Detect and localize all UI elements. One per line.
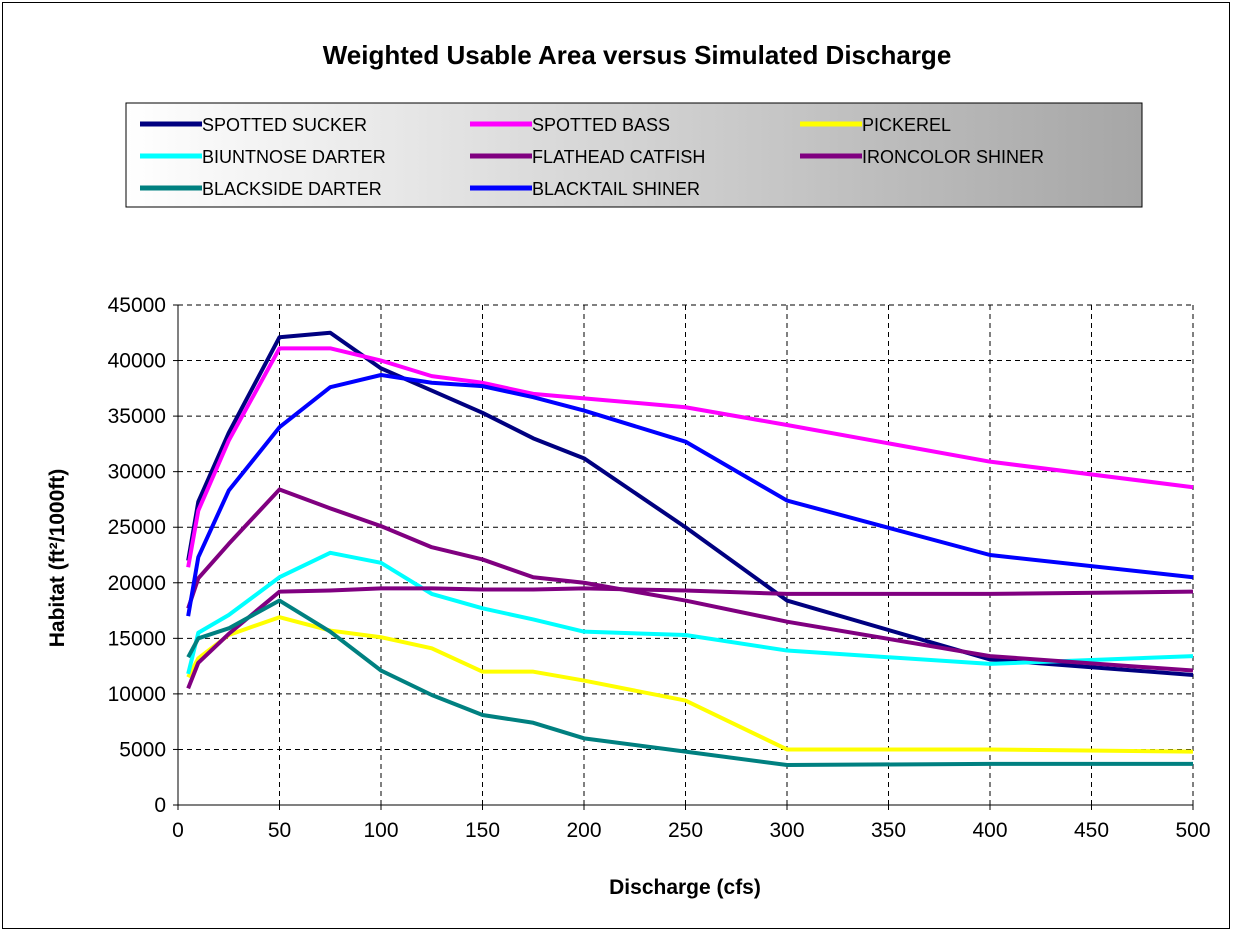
x-tick-label: 450	[1074, 819, 1109, 842]
series-line-spotted-bass	[186, 346, 1194, 568]
x-tick-label: 300	[769, 819, 804, 842]
chart-title: Weighted Usable Area versus Simulated Di…	[323, 40, 952, 70]
legend: SPOTTED SUCKER SPOTTED BASS PICKEREL BIUNTN…	[125, 102, 1143, 208]
y-tick-label: 40000	[108, 350, 166, 373]
x-tick-label: 50	[268, 819, 291, 842]
x-tick-label: 400	[972, 819, 1007, 842]
x-tick-label: 500	[1175, 819, 1210, 842]
legend-label: BLACKSIDE DARTER	[202, 179, 382, 199]
legend-label: BIUNTNOSE DARTER	[202, 147, 386, 167]
legend-label: IRONCOLOR SHINER	[862, 147, 1044, 167]
legend-label: PICKEREL	[862, 115, 951, 135]
y-tick-label: 0	[154, 794, 166, 817]
y-tick-label: 5000	[119, 738, 166, 761]
series-line-blackside-darter	[186, 598, 1193, 767]
series-line-flathead-catfish	[186, 487, 1194, 673]
y-tick-label: 35000	[108, 405, 166, 428]
y-tick-label: 25000	[108, 516, 166, 539]
plot-area: 0500010000150002000025000300003500040000…	[108, 294, 1211, 842]
series-line-spotted-sucker	[186, 330, 1194, 677]
x-tick-label: 150	[465, 819, 500, 842]
y-tick-label: 10000	[108, 683, 166, 706]
legend-label: BLACKTAIL SHINER	[532, 179, 700, 199]
x-tick-label: 0	[172, 819, 184, 842]
legend-label: SPOTTED SUCKER	[202, 115, 367, 135]
y-axis-title: Habitat (ft²/1000ft)	[46, 469, 69, 648]
x-tick-label: 250	[668, 819, 703, 842]
legend-label: FLATHEAD CATFISH	[532, 147, 705, 167]
y-tick-label: 15000	[108, 627, 166, 650]
series-line-ironcolor-shiner	[186, 586, 1194, 690]
x-tick-label: 200	[566, 819, 601, 842]
series-line-pickerel	[186, 615, 1194, 754]
x-tick-label: 100	[363, 819, 398, 842]
y-tick-label: 45000	[108, 294, 166, 317]
legend-label: SPOTTED BASS	[532, 115, 670, 135]
y-tick-label: 20000	[108, 572, 166, 595]
y-tick-label: 30000	[108, 461, 166, 484]
series-line-biuntnose-darter	[186, 550, 1194, 675]
legend-box	[125, 102, 1143, 208]
x-tick-label: 350	[871, 819, 906, 842]
series-line-blacktail-shiner	[186, 373, 1194, 617]
x-axis-title: Discharge (cfs)	[609, 876, 761, 899]
